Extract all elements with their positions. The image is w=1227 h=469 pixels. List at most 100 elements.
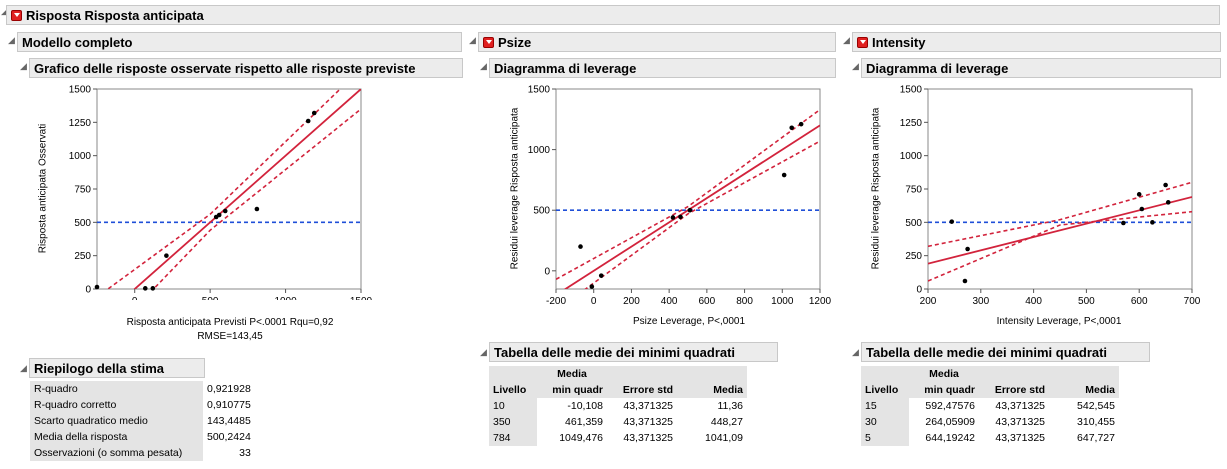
disclosure-icon[interactable]: ◢: [469, 35, 476, 45]
data-point: [578, 244, 583, 249]
intensity-leverage-plot: 200 300 400 500 600 700 0 250 500 750 1000 1250 1500: [900, 85, 1201, 308]
col-level: Livello: [493, 384, 527, 396]
summary-label: R-quadro: [30, 381, 203, 397]
table-row: 30 264,05909 43,371325 310,455: [861, 414, 1119, 430]
psize-chart-title: Diagramma di leverage: [494, 60, 637, 76]
fit-line: [928, 196, 1192, 265]
intensity-chart-header: Diagramma di leverage: [861, 58, 1221, 78]
lsm-intensity-table: Media Livello min quadr Errore std Media 15…: [861, 366, 1119, 446]
confidence-band-upper: [928, 181, 1192, 248]
fit-line: [133, 89, 361, 289]
table-cell: 43,371325: [995, 416, 1045, 428]
x-tick-label: 500: [1078, 296, 1095, 307]
x-tick-label: 400: [1025, 296, 1042, 307]
data-point: [1139, 206, 1145, 212]
table-row: Osservazioni (o somma pesata) 33: [30, 445, 255, 461]
disclosure-icon[interactable]: ◢: [8, 35, 15, 45]
summary-header: Riepilogo della stima: [29, 358, 205, 378]
y-tick-label: 0: [85, 285, 91, 296]
data-point: [142, 286, 148, 291]
summary-value: 33: [239, 447, 251, 459]
lsm-intensity-header: Tabella delle medie dei minimi quadrati: [861, 342, 1150, 362]
data-point: [949, 219, 955, 224]
lsm-psize-title: Tabella delle medie dei minimi quadrati: [494, 344, 736, 360]
intensity-header: Intensity: [852, 32, 1221, 52]
intensity-y-label: Residui leverage Risposta anticipata: [870, 107, 882, 270]
table-cell: 1049,476: [559, 432, 603, 444]
plot-frame: [927, 88, 1193, 290]
model-title: Modello completo: [22, 34, 133, 50]
disclosure-icon[interactable]: ◢: [852, 347, 859, 357]
summary-label: Osservazioni (o somma pesata): [30, 445, 203, 461]
y-tick-label: 250: [905, 251, 922, 262]
table-row: 5 644,19242 43,371325 647,727: [861, 430, 1119, 446]
y-tick-label: 0: [916, 285, 922, 296]
y-tick-label: 500: [74, 218, 91, 229]
table-row: R-quadro corretto 0,910775: [30, 397, 255, 413]
col-se: Errore std: [622, 384, 673, 396]
data-point: [1136, 192, 1142, 197]
disclosure-icon[interactable]: ◢: [20, 363, 27, 373]
table-cell: 1041,09: [705, 432, 743, 444]
data-point: [254, 206, 260, 212]
table-cell: 43,371325: [623, 416, 673, 428]
table-cell: 310,455: [1077, 416, 1115, 428]
col-media-top: Media: [557, 368, 587, 380]
data-point: [598, 273, 604, 278]
plot-frame: [96, 88, 362, 290]
summary-value: 500,2424: [207, 431, 251, 443]
data-point: [1165, 200, 1171, 205]
disclosure-icon[interactable]: ◢: [20, 61, 27, 71]
disclosure-icon[interactable]: ◢: [480, 61, 487, 71]
table-row: Scarto quadratico medio 143,4485: [30, 413, 255, 429]
summary-value: 0,910775: [207, 399, 251, 411]
data-point: [781, 172, 787, 178]
table-cell: 5: [861, 430, 909, 446]
report-header: Risposta Risposta anticipata: [6, 5, 1220, 25]
table-cell: -10,108: [567, 400, 603, 412]
summary-title: Riepilogo della stima: [34, 360, 165, 376]
x-tick-label: 1500: [350, 296, 373, 300]
table-cell: 350: [489, 414, 537, 430]
summary-value: 143,4485: [207, 415, 251, 427]
disclosure-icon[interactable]: ◢: [843, 35, 850, 45]
disclosure-icon[interactable]: ◢: [852, 61, 859, 71]
red-triangle-menu-icon[interactable]: [857, 36, 868, 48]
plot-frame: [555, 88, 821, 290]
red-triangle-menu-icon[interactable]: [483, 36, 494, 48]
data-point: [1163, 182, 1168, 188]
disclosure-icon[interactable]: ◢: [1, 6, 8, 16]
col-lsm: min quadr: [924, 384, 975, 396]
data-point: [789, 125, 795, 131]
data-point: [311, 110, 317, 116]
confidence-band-upper: [106, 89, 342, 289]
y-tick-label: 750: [905, 185, 922, 196]
y-tick-label: 750: [74, 185, 91, 196]
y-tick-label: 1250: [900, 118, 923, 129]
table-row: 784 1049,476 43,371325 1041,09: [489, 430, 747, 446]
x-tick-label: 1200: [809, 296, 832, 307]
x-tick-label: 200: [920, 296, 937, 307]
data-point: [962, 278, 968, 284]
data-point: [94, 284, 100, 290]
data-point: [164, 253, 169, 258]
table-cell: 448,27: [710, 416, 743, 428]
model-chart-title: Grafico delle risposte osservate rispett…: [34, 60, 416, 76]
y-tick-label: 1000: [69, 151, 92, 162]
col-level: Livello: [865, 384, 899, 396]
table-cell: 43,371325: [623, 400, 673, 412]
data-point: [589, 284, 595, 289]
col-mean: Media: [713, 384, 743, 396]
x-tick-label: 0: [132, 296, 138, 300]
disclosure-icon[interactable]: ◢: [480, 347, 487, 357]
y-tick-label: 500: [905, 218, 922, 229]
psize-title: Psize: [498, 34, 532, 50]
table-row: 15 592,47576 43,371325 542,545: [861, 398, 1119, 414]
report-title: Risposta Risposta anticipata: [26, 7, 204, 23]
model-rmse-label: RMSE=143,45: [197, 331, 263, 342]
data-point: [678, 214, 683, 220]
table-cell: 10: [489, 398, 537, 414]
table-cell: 647,727: [1077, 432, 1115, 444]
red-triangle-menu-icon[interactable]: [11, 9, 22, 21]
col-media-top: Media: [929, 368, 959, 380]
